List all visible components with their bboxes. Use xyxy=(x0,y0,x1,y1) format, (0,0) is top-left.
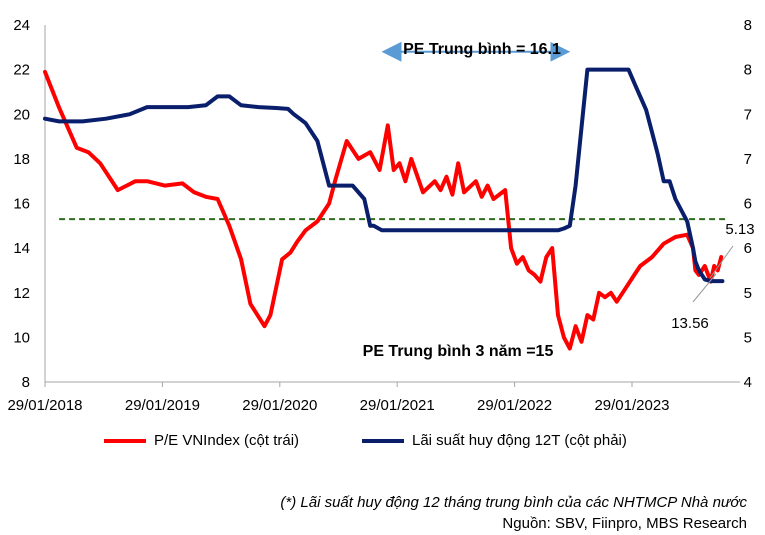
right-axis-tick-label: 7 xyxy=(744,106,752,123)
annotations: PE Trung bình = 16.1 PE Trung bình 3 năm… xyxy=(363,41,755,360)
tick-labels: 8 10 12 14 16 18 20 22 24 4 5 5 6 6 7 7 8 8 29/01/2018 29/0… xyxy=(7,17,752,414)
legend-item-pe: P/E VNIndex (cột trái) xyxy=(104,432,299,449)
rate-end-value-label: 5.13 xyxy=(725,221,754,238)
rate-end-label-leader xyxy=(709,245,734,279)
axes xyxy=(44,25,740,383)
legend-swatch-pe xyxy=(104,438,146,443)
deposit-rate-line xyxy=(43,67,725,284)
right-axis-tick-label: 4 xyxy=(744,374,752,391)
x-axis-tick-label: 29/01/2023 xyxy=(594,397,669,414)
pe-3year-average-label: PE Trung bình 3 năm =15 xyxy=(363,343,554,360)
right-axis-tick-label: 8 xyxy=(744,17,752,34)
pe-end-value-label: 13.56 xyxy=(671,315,709,332)
right-axis-tick-label: 7 xyxy=(744,151,752,168)
x-axis-tick-label: 29/01/2022 xyxy=(477,397,552,414)
left-axis-tick-label: 22 xyxy=(13,62,30,79)
x-axis-tick-label: 29/01/2019 xyxy=(125,397,200,414)
left-axis-tick-label: 24 xyxy=(13,17,30,34)
x-axis-tick-label: 29/01/2020 xyxy=(242,397,317,414)
x-axis-tick-label: 29/01/2018 xyxy=(7,397,82,414)
legend: P/E VNIndex (cột trái) Lãi suất huy động… xyxy=(0,432,765,456)
x-axis-tick-label: 29/01/2021 xyxy=(360,397,435,414)
left-axis-tick-label: 20 xyxy=(13,106,30,123)
right-axis-tick-label: 5 xyxy=(744,329,752,346)
legend-label-rate: Lãi suất huy động 12T (cột phải) xyxy=(412,432,627,449)
pe-end-label-leader xyxy=(692,273,717,303)
legend-swatch-rate xyxy=(362,438,404,443)
right-axis-tick-label: 6 xyxy=(744,240,752,257)
source-note: Nguồn: SBV, Fiinpro, MBS Research xyxy=(502,515,747,532)
right-axis-tick-label: 8 xyxy=(744,62,752,79)
left-axis-tick-label: 12 xyxy=(13,285,30,302)
series-lines xyxy=(43,67,725,351)
footnote: (*) Lãi suất huy động 12 tháng trung bìn… xyxy=(280,494,747,511)
right-axis-tick-label: 5 xyxy=(744,285,752,302)
left-axis-tick-label: 14 xyxy=(13,240,30,257)
pe-vnindex-line xyxy=(43,69,724,351)
pe-average-label: PE Trung bình = 16.1 xyxy=(403,41,561,58)
legend-item-rate: Lãi suất huy động 12T (cột phải) xyxy=(362,432,627,449)
left-axis-tick-label: 18 xyxy=(13,151,30,168)
left-axis-tick-label: 10 xyxy=(13,329,30,346)
right-axis-tick-label: 6 xyxy=(744,196,752,213)
left-axis-tick-label: 8 xyxy=(22,374,30,391)
legend-label-pe: P/E VNIndex (cột trái) xyxy=(154,432,300,449)
left-axis-tick-label: 16 xyxy=(13,196,30,213)
